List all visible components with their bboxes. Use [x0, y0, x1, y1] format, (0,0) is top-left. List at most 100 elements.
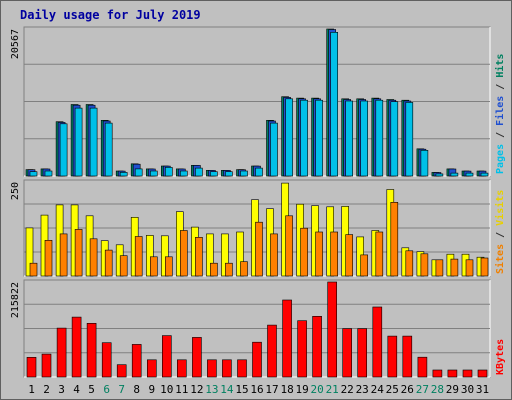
bar-pages-1 [29, 171, 38, 177]
legend-part: KBytes [495, 339, 506, 375]
y-axis-legend: KBytes [495, 339, 506, 375]
bar-kbytes-3 [56, 327, 67, 378]
bar-pages-22 [345, 100, 354, 177]
x-tick-label-10: 10 [160, 383, 173, 396]
bar-sites-7 [119, 255, 128, 277]
bar-pages-10 [165, 167, 173, 177]
x-tick-label-22: 22 [341, 383, 354, 396]
bar-pages-31 [480, 172, 489, 177]
bar-sites-25 [390, 202, 399, 277]
bar-kbytes-31 [477, 369, 488, 378]
bar-kbytes-16 [252, 341, 262, 378]
bar-pages-25 [390, 101, 399, 177]
bar-pages-13 [210, 171, 218, 177]
bar-kbytes-5 [86, 322, 97, 378]
bar-kbytes-25 [387, 335, 398, 378]
bar-kbytes-8 [131, 344, 142, 378]
bar-pages-12 [195, 167, 203, 177]
x-tick-label-20: 20 [310, 383, 323, 396]
x-tick-label-14: 14 [220, 383, 234, 396]
bar-pages-27 [420, 150, 429, 177]
x-tick-label-13: 13 [205, 383, 218, 396]
legend-part: Pages [495, 144, 506, 174]
bar-sites-22 [345, 234, 354, 277]
x-tick-label-30: 30 [461, 383, 474, 396]
x-tick-label-28: 28 [431, 383, 444, 396]
bar-pages-26 [405, 102, 414, 177]
bar-kbytes-14 [222, 359, 232, 378]
x-tick-label-21: 21 [326, 383, 339, 396]
bar-pages-20 [315, 99, 323, 177]
bar-kbytes-29 [447, 369, 458, 378]
x-tick-label-7: 7 [118, 383, 125, 396]
bar-sites-2 [44, 240, 53, 277]
x-tick-label-25: 25 [386, 383, 399, 396]
legend-part: Sites [494, 244, 506, 274]
x-tick-label-3: 3 [58, 383, 65, 396]
bar-pages-11 [180, 170, 188, 177]
panel-visits-sites: 250 Sites / Visits [10, 179, 506, 277]
bar-sites-14 [225, 262, 233, 277]
bar-kbytes-2 [41, 353, 52, 378]
x-tick-label-24: 24 [371, 383, 385, 396]
bar-sites-18 [285, 215, 293, 277]
bar-sites-3 [59, 233, 68, 277]
bar-pages-28 [435, 173, 444, 177]
x-tick-label-17: 17 [265, 383, 278, 396]
bar-pages-6 [104, 122, 113, 177]
bar-kbytes-22 [342, 328, 353, 378]
x-tick-label-19: 19 [295, 383, 308, 396]
bar-visits-15 [236, 231, 244, 277]
x-tick-label-31: 31 [476, 383, 489, 396]
bar-visits-13 [206, 233, 214, 277]
bar-pages-7 [119, 172, 128, 177]
bar-pages-29 [450, 172, 459, 177]
bar-sites-23 [360, 254, 369, 277]
x-tick-label-4: 4 [73, 383, 80, 396]
bar-pages-21 [330, 31, 339, 177]
bar-kbytes-9 [147, 359, 157, 378]
x-tick-label-15: 15 [235, 383, 248, 396]
bar-sites-19 [300, 227, 308, 277]
bar-visits-10 [161, 235, 169, 277]
legend-part: Hits [494, 54, 506, 78]
bar-pages-9 [150, 170, 158, 177]
legend-part: / [495, 126, 506, 144]
bar-sites-10 [165, 256, 173, 277]
bar-pages-3 [59, 123, 68, 177]
bar-kbytes-1 [26, 356, 37, 378]
bar-sites-6 [104, 249, 113, 277]
x-tick-label-12: 12 [190, 383, 203, 396]
x-tick-label-29: 29 [446, 383, 459, 396]
bar-pages-14 [225, 171, 233, 177]
bar-kbytes-4 [71, 316, 82, 378]
bar-pages-23 [360, 100, 369, 177]
bar-kbytes-10 [162, 335, 172, 378]
bar-sites-16 [255, 221, 263, 277]
bar-kbytes-28 [432, 369, 443, 378]
x-tick-label-27: 27 [416, 383, 429, 396]
bar-sites-30 [465, 259, 474, 277]
chart-title: Daily usage for July 2019 [20, 8, 201, 22]
bar-kbytes-12 [192, 337, 202, 378]
bar-kbytes-24 [372, 306, 383, 378]
bar-pages-17 [270, 122, 278, 177]
legend-part: Files [494, 96, 506, 126]
bar-sites-21 [330, 231, 339, 277]
x-tick-label-23: 23 [356, 383, 369, 396]
bar-pages-16 [255, 167, 263, 177]
bar-sites-24 [375, 231, 384, 277]
bar-visits-14 [221, 233, 229, 277]
bar-pages-8 [134, 168, 143, 177]
bar-sites-13 [210, 262, 218, 277]
x-tick-label-6: 6 [103, 383, 110, 396]
bar-pages-24 [375, 99, 384, 177]
bar-pages-18 [285, 98, 293, 177]
bar-visits-9 [146, 235, 154, 277]
bar-kbytes-6 [101, 342, 112, 378]
bar-kbytes-19 [297, 320, 307, 378]
bar-pages-30 [465, 172, 474, 177]
bar-kbytes-23 [357, 328, 368, 378]
bar-kbytes-26 [402, 335, 413, 378]
